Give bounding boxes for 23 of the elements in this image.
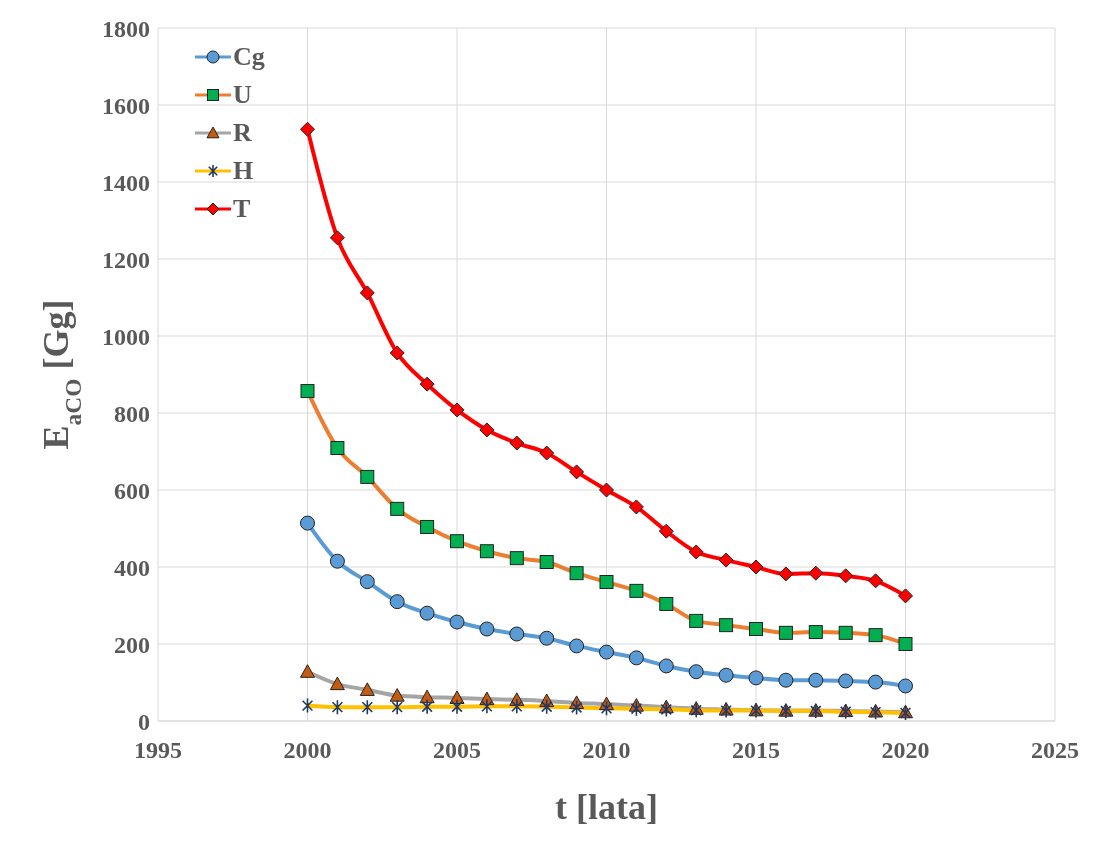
y-tick-label: 1400	[102, 169, 150, 196]
y-tick-label: 400	[114, 554, 150, 581]
legend-label: U	[233, 80, 252, 110]
legend-label: H	[233, 156, 254, 186]
y-tick-label: 1600	[102, 92, 150, 119]
legend-label: T	[233, 194, 251, 224]
x-tick-label: 2020	[881, 737, 930, 764]
y-tick-label: 1800	[102, 15, 150, 42]
y-tick-label: 1200	[102, 246, 150, 273]
y-tick-label: 800	[114, 400, 150, 427]
x-tick-label: 2010	[582, 737, 631, 764]
x-tick-label: 2015	[732, 737, 780, 764]
y-tick-label: 600	[114, 477, 150, 504]
x-tick-label: 1995	[134, 737, 182, 764]
x-axis-title: t [lata]	[555, 787, 658, 827]
y-tick-label: 1000	[102, 323, 150, 350]
y-tick-label: 0	[138, 708, 150, 735]
legend-label: Cg	[233, 42, 265, 72]
legend-label: R	[233, 118, 252, 148]
x-tick-label: 2005	[433, 737, 481, 764]
x-tick-label: 2000	[283, 737, 332, 764]
y-tick-label: 200	[114, 631, 150, 658]
x-tick-label: 2025	[1031, 737, 1079, 764]
